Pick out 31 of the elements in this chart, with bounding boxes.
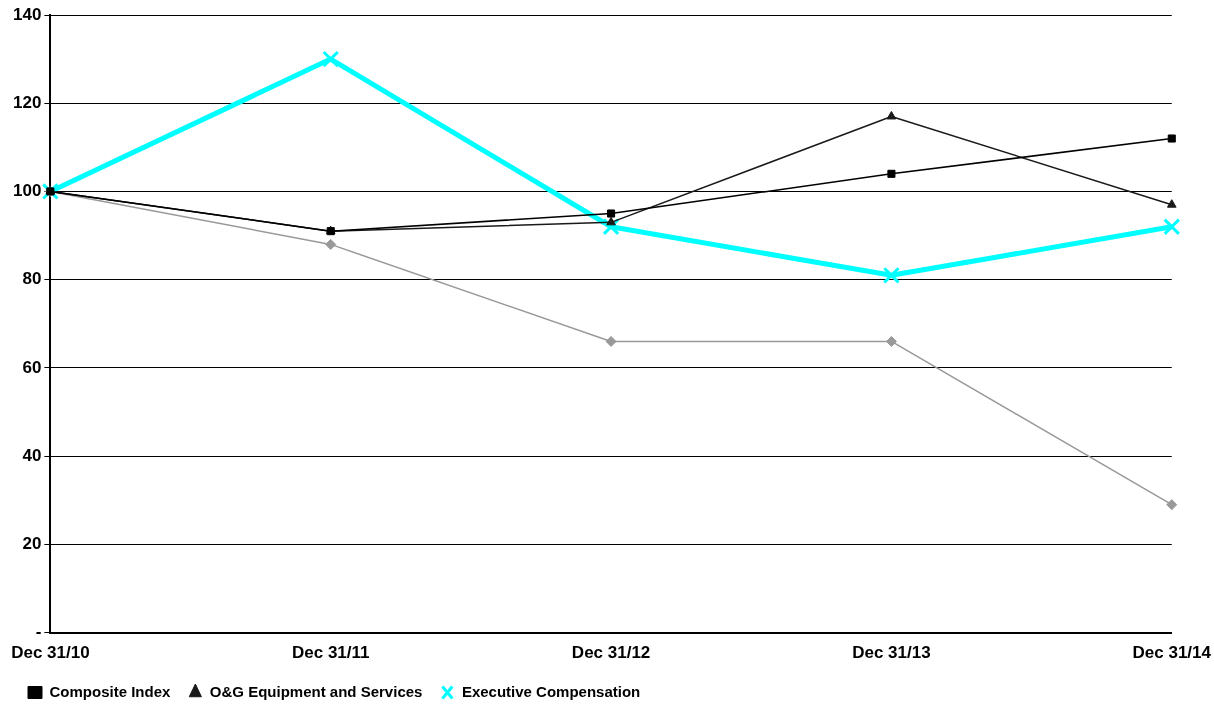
x-tick-label: Dec 31/14 [1132,643,1212,663]
y-tick-label: 100 [12,181,42,201]
y-tick-label: 20 [22,534,42,554]
point [602,218,620,236]
legend-label: Composite Index [49,682,172,700]
point [1167,134,1176,143]
point [887,169,896,178]
point [606,216,616,226]
x-tick-label: Dec 31/13 [852,643,931,663]
point [886,110,897,120]
x-tick-label: Dec 31/12 [571,643,651,663]
y-tick-label: 60 [22,357,42,377]
point [1163,218,1181,236]
point [325,238,337,250]
point [1166,499,1178,511]
point [885,335,897,347]
point [607,209,616,218]
y-tick-label: 80 [22,269,42,289]
y-tick-label: 120 [12,92,42,112]
y-tick-label: - [35,622,42,642]
legend-label: O&G Equipment and Services [209,682,423,700]
point [41,182,59,201]
x-tick-label: Dec 31/10 [11,643,90,663]
legend-label: Executive Compensation [461,682,641,700]
y-tick-label: 40 [22,445,42,465]
point [882,266,900,284]
point [322,50,340,68]
y-tick-label: 140 [12,4,42,24]
x-tick-label: Dec 31/11 [291,643,370,663]
point [605,335,617,347]
point [1166,199,1177,208]
